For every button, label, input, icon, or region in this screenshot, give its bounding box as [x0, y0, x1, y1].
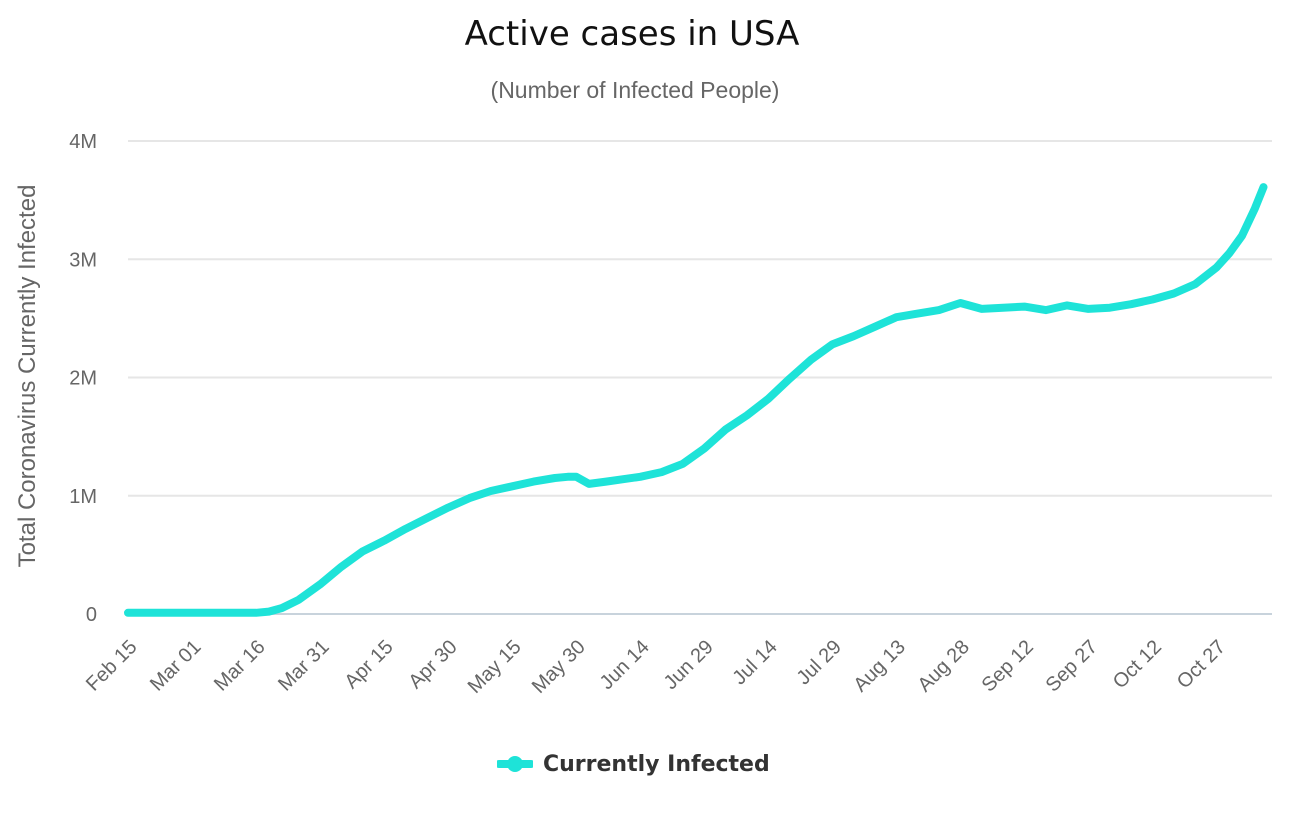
x-tick-label: Feb 15: [82, 636, 142, 696]
x-tick-label: Jul 14: [729, 636, 782, 689]
y-axis-ticks: 0 1M 2M 3M 4M: [69, 131, 97, 626]
legend-symbol: [497, 756, 533, 772]
x-tick-label: Mar 16: [210, 636, 270, 696]
x-tick-label: Mar 31: [274, 636, 334, 696]
x-tick-label: Sep 27: [1042, 636, 1102, 696]
x-tick-label: Apr 15: [340, 636, 397, 693]
x-tick-label: Apr 30: [404, 636, 461, 693]
x-tick-label: Mar 01: [146, 636, 206, 696]
x-tick-label: Oct 27: [1173, 636, 1230, 693]
chart-subtitle: (Number of Infected People): [490, 77, 780, 103]
x-tick-label: Jun 29: [660, 636, 718, 694]
series-group: [124, 183, 1268, 617]
series-line: [124, 183, 1268, 617]
y-axis-title: Total Coronavirus Currently Infected: [14, 185, 41, 568]
grid-lines: [128, 140, 1272, 615]
x-tick-label: Jul 29: [793, 636, 846, 689]
legend[interactable]: Currently Infected: [497, 748, 770, 780]
y-tick-label: 0: [86, 604, 97, 626]
chart-title: Active cases in USA: [464, 14, 800, 54]
x-tick-label: Aug 28: [914, 636, 974, 696]
y-tick-label: 1M: [69, 486, 97, 508]
y-tick-label: 4M: [69, 131, 97, 153]
x-tick-label: May 15: [464, 636, 526, 698]
x-tick-label: Sep 12: [978, 636, 1038, 696]
x-tick-label: Oct 12: [1109, 636, 1166, 693]
x-axis-ticks: Feb 15 Mar 01 Mar 16 Mar 31 Apr 15 Apr 30 May …: [82, 636, 1230, 698]
y-tick-label: 3M: [69, 249, 97, 271]
x-tick-label: Aug 13: [850, 636, 910, 696]
y-tick-label: 2M: [69, 368, 97, 390]
legend-label: Currently Infected: [543, 751, 770, 777]
x-tick-label: May 30: [528, 636, 590, 698]
x-tick-label: Jun 14: [596, 636, 654, 694]
